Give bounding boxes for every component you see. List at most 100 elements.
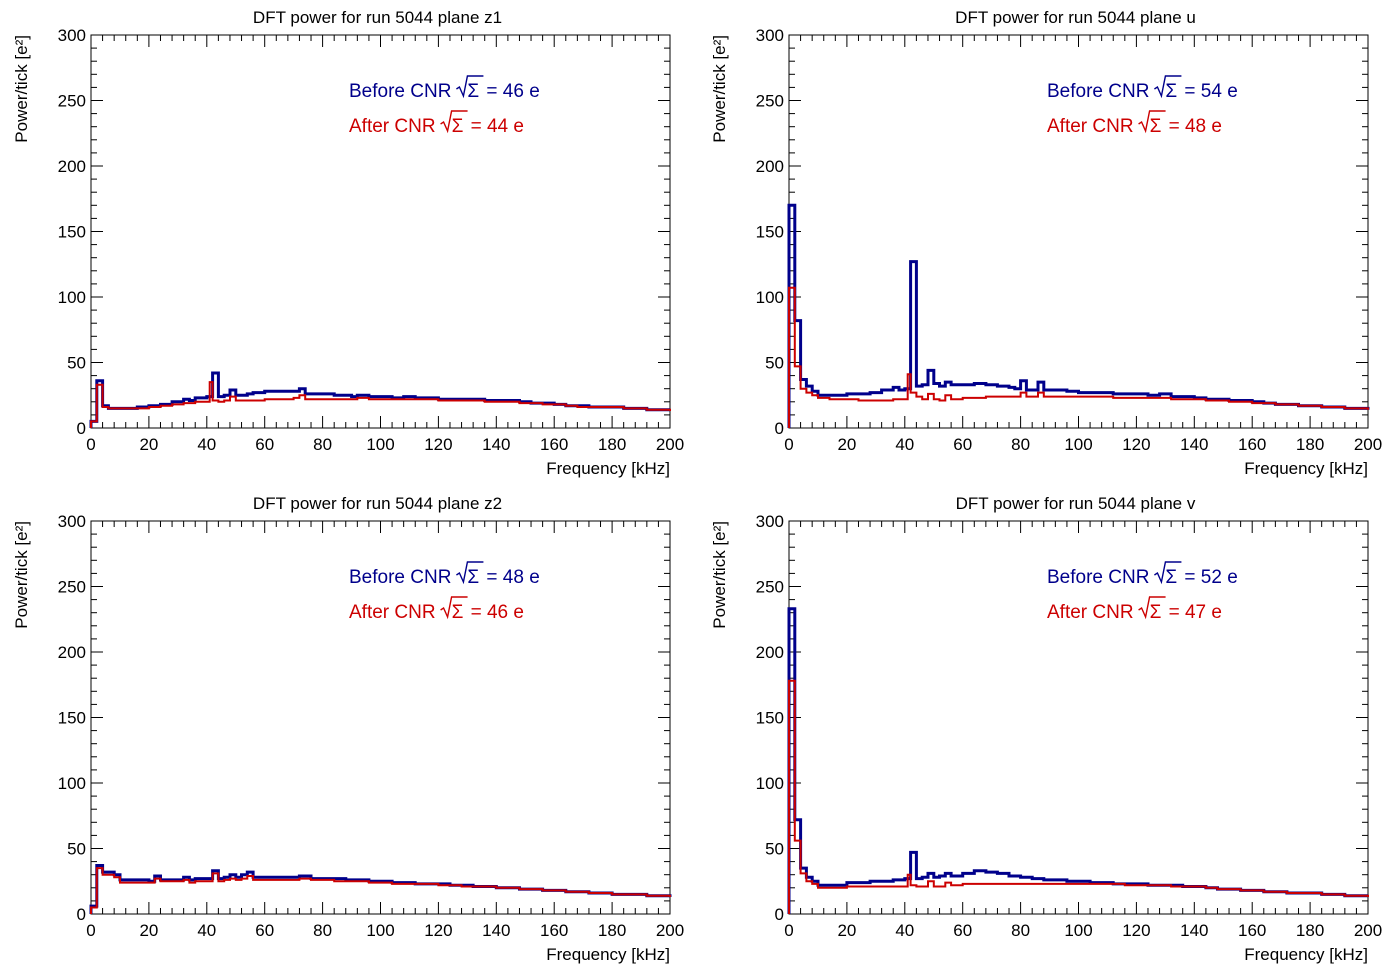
- annotation-before-cnr: Before CNR Σ = 54 e: [1047, 75, 1238, 102]
- y-tick-label: 50: [67, 354, 86, 373]
- x-tick-label: 160: [1238, 921, 1266, 940]
- series-after-cnr: [90, 381, 671, 428]
- chart-title: DFT power for run 5044 plane u: [955, 8, 1196, 27]
- annotation-prefix: After CNR: [1047, 116, 1134, 137]
- series-before-cnr: [89, 371, 670, 428]
- annotation-prefix: After CNR: [349, 602, 436, 623]
- x-tick-label: 180: [598, 435, 626, 454]
- y-tick-label: 200: [756, 157, 784, 176]
- x-tick-label: 160: [540, 435, 568, 454]
- x-tick-label: 200: [656, 435, 684, 454]
- y-tick-label: 150: [58, 709, 86, 728]
- sigma-symbol: Σ: [452, 116, 464, 137]
- series-group: [787, 203, 1370, 428]
- x-tick-label: 100: [1064, 921, 1092, 940]
- sigma-symbol: Σ: [1165, 81, 1177, 102]
- annotation-value: = 52 e: [1184, 567, 1237, 588]
- x-tick-label: 80: [313, 435, 332, 454]
- y-tick-label: 250: [756, 578, 784, 597]
- x-tick-label: 0: [784, 921, 793, 940]
- y-tick-label: 200: [756, 643, 784, 662]
- chart-title: DFT power for run 5044 plane v: [956, 494, 1196, 513]
- series-after-cnr: [788, 679, 1369, 914]
- series-group: [89, 864, 672, 914]
- series-before-cnr: [787, 203, 1370, 428]
- annotation-after-cnr: After CNR Σ = 47 e: [1047, 596, 1222, 623]
- x-axis-label: Frequency [kHz]: [1244, 945, 1368, 964]
- x-tick-label: 100: [366, 435, 394, 454]
- sigma-symbol: Σ: [1150, 116, 1162, 137]
- x-tick-label: 60: [953, 921, 972, 940]
- y-tick-label: 100: [756, 288, 784, 307]
- x-tick-label: 160: [1238, 435, 1266, 454]
- x-tick-label: 20: [139, 921, 158, 940]
- x-tick-label: 140: [482, 921, 510, 940]
- chart-panel-2: DFT power for run 5044 plane u 0 20 40 60 80 1…: [710, 8, 1382, 478]
- annotation-after-cnr: After CNR Σ = 46 e: [349, 596, 524, 623]
- x-tick-label: 80: [1011, 435, 1030, 454]
- sqrt-icon: [456, 561, 484, 585]
- chart-title: DFT power for run 5044 plane z2: [253, 494, 502, 513]
- x-axis-label: Frequency [kHz]: [546, 459, 670, 478]
- y-tick-label: 100: [756, 774, 784, 793]
- sqrt-icon: [1154, 75, 1182, 99]
- x-tick-label: 180: [1296, 435, 1324, 454]
- sigma-symbol: Σ: [467, 81, 479, 102]
- annotation-value: = 47 e: [1169, 602, 1222, 623]
- y-axis-label: Power/tick [e²]: [710, 521, 729, 629]
- annotation-before-cnr: Before CNR Σ = 52 e: [1047, 561, 1238, 588]
- x-tick-label: 140: [1180, 921, 1208, 940]
- y-tick-label: 250: [756, 92, 784, 111]
- x-tick-label: 180: [598, 921, 626, 940]
- x-tick-label: 200: [1354, 435, 1382, 454]
- y-tick-label: 200: [58, 157, 86, 176]
- sigma-symbol: Σ: [1150, 602, 1162, 623]
- y-tick-label: 250: [58, 578, 86, 597]
- y-axis-label: Power/tick [e²]: [710, 35, 729, 143]
- x-tick-label: 20: [837, 921, 856, 940]
- sigma-symbol: Σ: [452, 602, 464, 623]
- sqrt-icon: [456, 75, 484, 99]
- x-tick-label: 0: [784, 435, 793, 454]
- x-tick-label: 40: [895, 921, 914, 940]
- x-tick-label: 0: [86, 435, 95, 454]
- x-tick-label: 60: [953, 435, 972, 454]
- x-tick-label: 40: [895, 435, 914, 454]
- annotation-after-cnr: After CNR Σ = 48 e: [1047, 110, 1222, 137]
- y-tick-label: 0: [775, 419, 784, 438]
- sqrt-icon: [1154, 561, 1182, 585]
- annotation-value: = 44 e: [471, 116, 524, 137]
- x-tick-label: 60: [255, 435, 274, 454]
- sqrt-icon: [440, 110, 468, 134]
- sqrt-icon: [1138, 110, 1166, 134]
- x-tick-label: 20: [837, 435, 856, 454]
- annotation-value: = 48 e: [486, 567, 539, 588]
- x-tick-label: 140: [1180, 435, 1208, 454]
- chart-panel-1: DFT power for run 5044 plane z1 0 20 40 60 80…: [12, 8, 684, 478]
- annotation-value: = 54 e: [1184, 81, 1237, 102]
- annotation-prefix: Before CNR: [1047, 567, 1149, 588]
- x-axis-label: Frequency [kHz]: [546, 945, 670, 964]
- y-tick-label: 100: [58, 288, 86, 307]
- x-tick-label: 100: [1064, 435, 1092, 454]
- series-group: [787, 607, 1369, 914]
- x-tick-label: 0: [86, 921, 95, 940]
- chart-panel-3: DFT power for run 5044 plane z2 0 20 40 60 80…: [12, 494, 684, 964]
- y-tick-label: 0: [77, 905, 86, 924]
- x-tick-label: 200: [1354, 921, 1382, 940]
- x-tick-label: 60: [255, 921, 274, 940]
- y-tick-label: 250: [58, 92, 86, 111]
- y-tick-label: 200: [58, 643, 86, 662]
- annotation-before-cnr: Before CNR Σ = 48 e: [349, 561, 540, 588]
- annotation-prefix: After CNR: [1047, 602, 1134, 623]
- x-tick-label: 120: [1122, 921, 1150, 940]
- y-tick-label: 300: [58, 26, 86, 45]
- annotation-prefix: Before CNR: [349, 567, 451, 588]
- x-tick-label: 100: [366, 921, 394, 940]
- series-after-cnr: [788, 286, 1369, 428]
- y-tick-label: 50: [765, 354, 784, 373]
- y-axis-label: Power/tick [e²]: [12, 521, 31, 629]
- x-tick-label: 140: [482, 435, 510, 454]
